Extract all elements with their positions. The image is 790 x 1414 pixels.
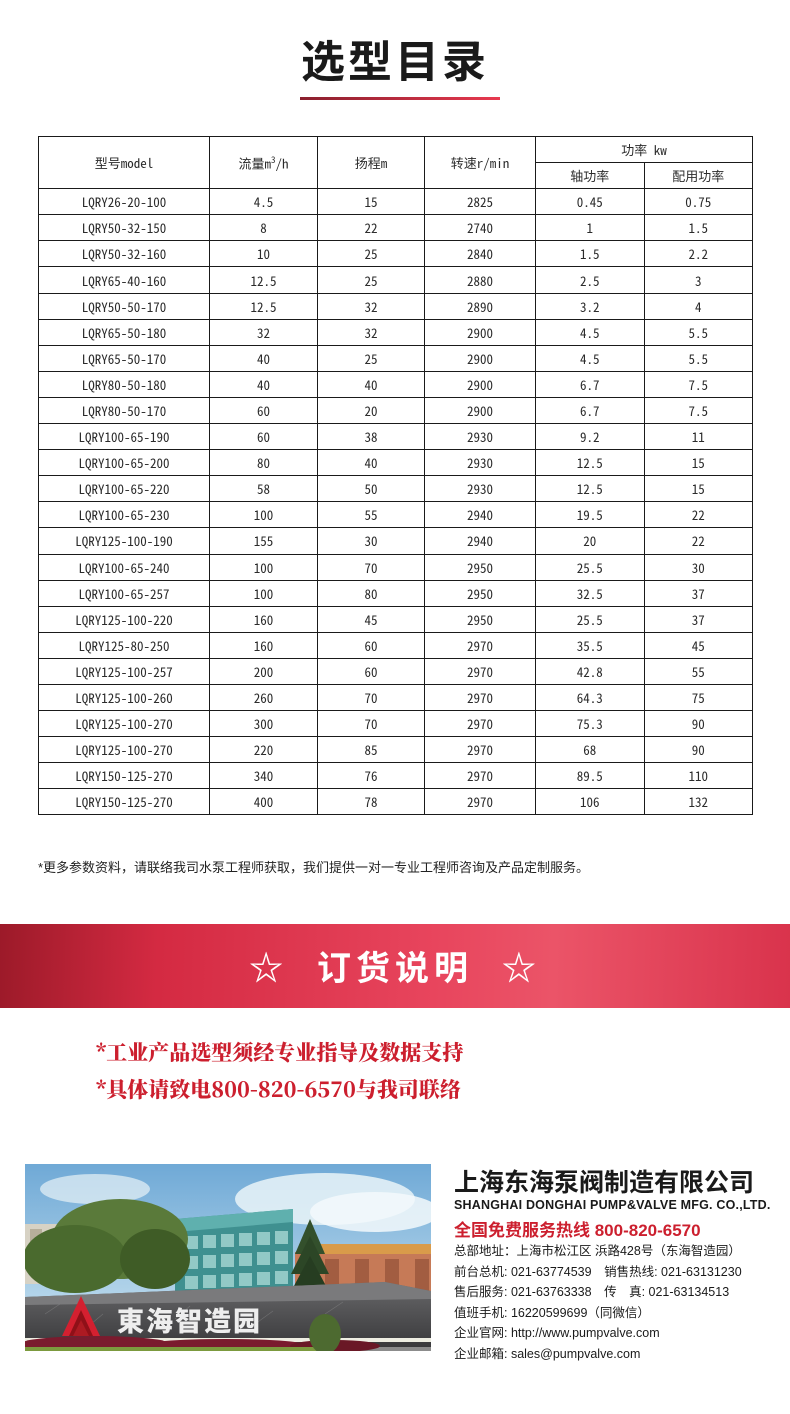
svg-text:東海智造园: 東海智造园 bbox=[117, 1300, 262, 1339]
